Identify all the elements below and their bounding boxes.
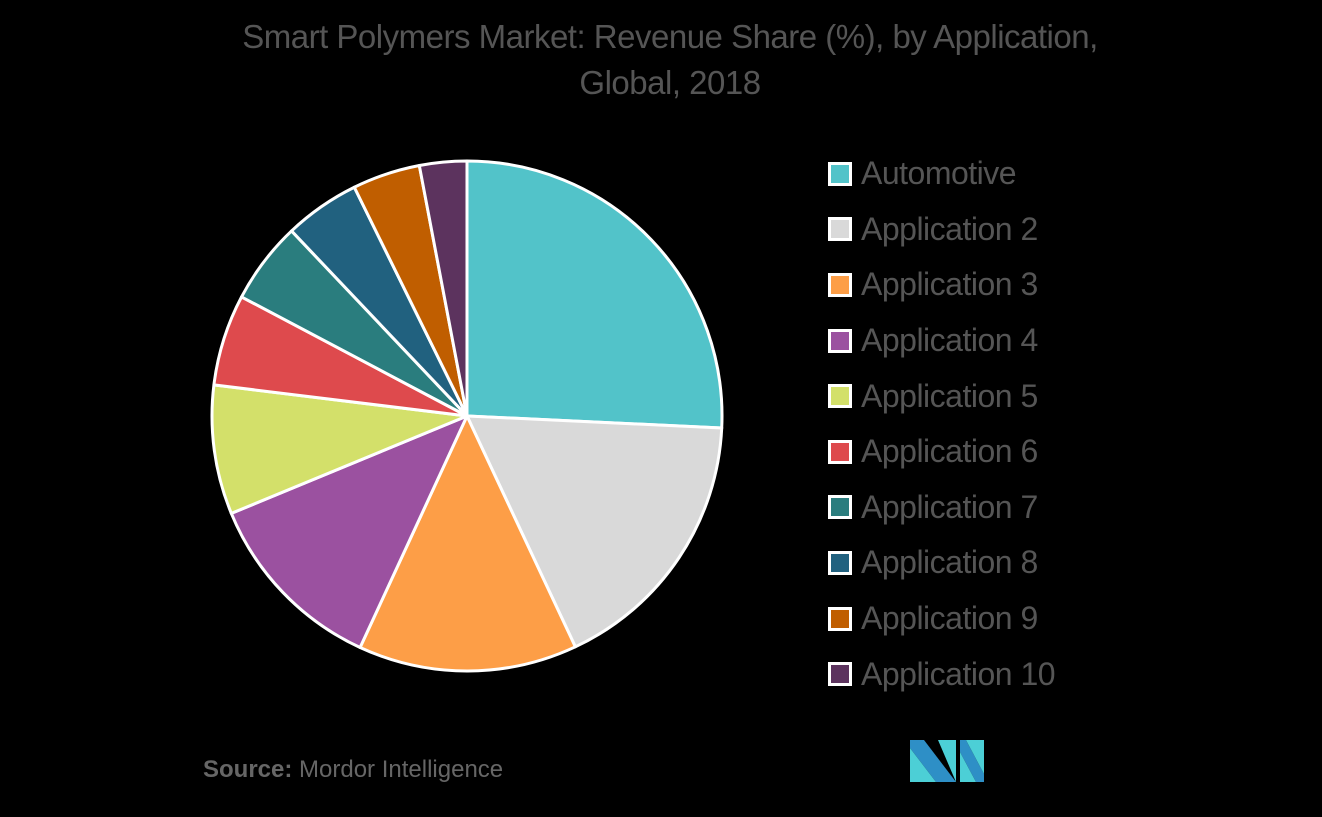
legend-swatch — [828, 272, 852, 297]
legend-label: Automotive — [861, 155, 1017, 192]
legend-item: Application 7 — [828, 480, 1055, 536]
legend-swatch — [828, 217, 852, 242]
legend-swatch — [828, 550, 852, 575]
pie-slice-application-2 — [465, 414, 724, 649]
source-value: Mordor Intelligence — [299, 756, 504, 783]
legend-item: Application 4 — [828, 313, 1055, 369]
chart-title-line-2: Global, 2018 — [579, 64, 761, 101]
mordor-intelligence-logo-icon — [910, 740, 984, 782]
legend-label: Application 10 — [861, 655, 1056, 692]
legend-swatch — [828, 384, 852, 409]
legend-item: Application 2 — [828, 202, 1055, 258]
pie-slice-application-3 — [358, 414, 577, 673]
pie-slice-application-10 — [417, 159, 469, 418]
legend-swatch — [828, 161, 852, 186]
legend-swatch — [828, 606, 852, 631]
legend-label: Application 4 — [861, 322, 1038, 359]
legend-label: Application 7 — [861, 488, 1038, 525]
legend-item: Application 5 — [828, 368, 1055, 424]
legend-item: Application 6 — [828, 424, 1055, 480]
legend-label: Application 5 — [861, 377, 1038, 414]
legend-label: Application 2 — [861, 210, 1038, 247]
legend-swatch — [828, 439, 852, 464]
source-note: Source: Mordor Intelligence — [203, 756, 503, 784]
pie-slice-automotive — [465, 159, 724, 430]
legend: Automotive Application 2 Application 3 A… — [828, 146, 1056, 702]
pie-slices — [210, 159, 724, 673]
chart-title: Smart Polymers Market: Revenue Share (%)… — [0, 14, 1322, 106]
legend-label: Application 8 — [861, 544, 1038, 581]
legend-item: Application 10 — [828, 646, 1056, 702]
pie-slice-application-5 — [210, 383, 469, 515]
legend-label: Application 3 — [861, 266, 1038, 303]
pie-slice-application-4 — [229, 414, 469, 650]
legend-label: Application 6 — [861, 433, 1038, 470]
source-label: Source: — [203, 756, 293, 783]
legend-swatch — [828, 328, 852, 353]
legend-label: Application 9 — [861, 600, 1038, 637]
chart-title-line-1: Smart Polymers Market: Revenue Share (%)… — [242, 18, 1098, 55]
legend-swatch — [828, 662, 852, 687]
legend-item: Application 3 — [828, 257, 1055, 313]
legend-item: Application 9 — [828, 591, 1055, 647]
legend-swatch — [828, 495, 852, 520]
legend-item: Application 8 — [828, 535, 1055, 591]
legend-item: Automotive — [828, 146, 1055, 202]
